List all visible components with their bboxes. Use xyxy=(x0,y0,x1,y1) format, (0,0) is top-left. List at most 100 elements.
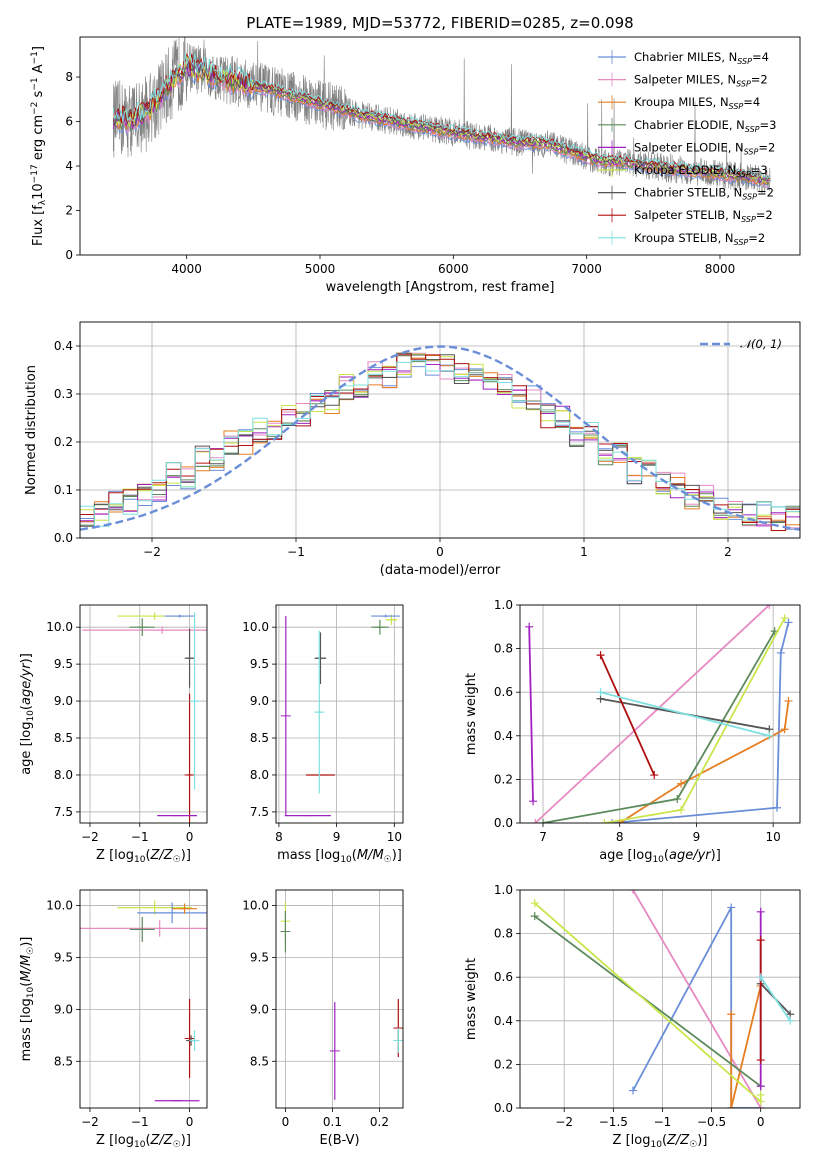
x-tick-label: −1 xyxy=(131,1115,149,1129)
massweight_vs_age-axes: 7 8 9 10 0.0 0.2 0.4 0.6 0.8 1.0 xyxy=(494,598,800,844)
residuals-axes: −2 −1 0 1 2 0.0 0.1 0.2 0.3 0.4 xyxy=(54,322,800,559)
spectrum-plot-area xyxy=(112,37,771,194)
age_vs_mass-frame xyxy=(275,604,404,824)
y-tick-label: 9.5 xyxy=(250,950,269,964)
residuals-frame xyxy=(79,321,801,539)
y-tick-label: 0.4 xyxy=(54,339,73,353)
x-tick-label: 0 xyxy=(186,1115,194,1129)
spectrum-legend: Chabrier MILES, NSSP=4 Salpeter MILES, NS… xyxy=(598,50,776,247)
x-tick-label: −2 xyxy=(81,830,99,844)
y-tick-label: 10.0 xyxy=(242,620,269,634)
y-tick-label: 0 xyxy=(65,248,73,262)
x-tick-label: −2 xyxy=(81,1115,99,1129)
y-tick-label: 8.5 xyxy=(250,1054,269,1068)
y-tick-label: 6 xyxy=(65,115,73,129)
legend-label: Kroupa STELIB, NSSP=2 xyxy=(634,231,765,247)
mass_vs_ebv-axes: 0 0.1 0.2 8.5 9.0 9.5 10.0 xyxy=(242,890,403,1129)
mass_vs_ebv-frame xyxy=(275,889,404,1109)
spectrum-frame xyxy=(79,36,801,256)
x-tick-label: 7 xyxy=(539,830,547,844)
y-tick-label: 8.0 xyxy=(54,768,73,782)
x-tick-label: 8 xyxy=(275,830,283,844)
figure-title: PLATE=1989, MJD=53772, FIBERID=0285, z=0… xyxy=(246,14,633,32)
massweight_vs_Z-frame xyxy=(519,889,801,1109)
age_vs_Z-xlabel: Z [log10(Z/Z☉)] xyxy=(96,848,191,865)
y-tick-label: 0.8 xyxy=(494,927,513,941)
model-line-kroupa-stelib xyxy=(112,52,770,180)
weight-marker xyxy=(530,912,539,921)
weight-marker xyxy=(531,819,540,823)
y-tick-label: 10.0 xyxy=(46,620,73,634)
mass_vs_Z-plot-area xyxy=(80,900,207,1102)
x-tick-label: 5000 xyxy=(305,262,336,276)
weight-line-kroupa-elodie xyxy=(534,902,762,1104)
massweight_vs_Z-plot-area xyxy=(530,890,795,1108)
x-tick-label: −1.5 xyxy=(599,1115,628,1129)
y-tick-label: 1.0 xyxy=(494,598,513,612)
y-tick-label: 0.6 xyxy=(494,970,513,984)
weight-marker xyxy=(765,605,774,609)
weight-marker xyxy=(756,907,765,916)
x-tick-label: −2 xyxy=(143,545,161,559)
weight-marker xyxy=(673,795,682,804)
weight-line-kroupa-stelib xyxy=(600,691,770,737)
weight-marker xyxy=(756,1056,765,1065)
weight-line-kroupa-miles xyxy=(730,985,762,1108)
mass_vs_ebv-plot-area xyxy=(280,902,403,1100)
weight-marker xyxy=(784,618,793,627)
weight-line-salpeter-miles xyxy=(534,605,770,823)
legend-label: Chabrier STELIB, NSSP=2 xyxy=(634,186,774,202)
y-tick-label: 0.0 xyxy=(494,1101,513,1115)
x-tick-label: 6000 xyxy=(438,262,469,276)
weight-marker xyxy=(539,819,548,823)
y-tick-label: 10.0 xyxy=(242,899,269,913)
weight-marker xyxy=(780,725,789,734)
y-tick-label: 0.8 xyxy=(494,642,513,656)
x-tick-label: −2 xyxy=(555,1115,573,1129)
y-tick-label: 8.5 xyxy=(54,731,73,745)
x-tick-label: 2 xyxy=(724,545,732,559)
massweight_vs_Z-axes: −2 −1.5 −1 −0.5 0 0.0 0.2 0.4 0.6 0.8 1.0 xyxy=(494,883,800,1129)
weight-marker xyxy=(756,1090,765,1099)
gaussian-curve xyxy=(80,345,800,531)
weight-marker xyxy=(608,819,617,823)
y-tick-label: 2 xyxy=(65,204,73,218)
observed-spectrum-line xyxy=(113,37,771,194)
y-tick-label: 9.0 xyxy=(54,1002,73,1016)
mass_vs_ebv-xlabel: E(B-V) xyxy=(319,1133,359,1148)
legend-label: Salpeter MILES, NSSP=2 xyxy=(634,73,768,89)
weight-marker xyxy=(529,797,538,806)
weight-line-chabrier-elodie xyxy=(542,630,776,823)
y-tick-label: 8.5 xyxy=(250,731,269,745)
weight-line-salpeter-stelib xyxy=(599,654,656,776)
spectrum-xlabel: wavelength [Angstrom, rest frame] xyxy=(326,280,555,295)
residuals-legend: 𝒩(0, 1) xyxy=(700,337,782,351)
massweight_vs_Z-ylabel: mass weight xyxy=(464,958,479,1040)
y-tick-label: 9.5 xyxy=(54,657,73,671)
weight-marker xyxy=(772,803,781,812)
age_vs_Z-frame xyxy=(79,604,208,824)
weight-marker xyxy=(600,819,609,823)
weight-marker xyxy=(677,805,686,814)
weight-marker xyxy=(677,779,686,788)
y-tick-label: 0.2 xyxy=(54,435,73,449)
x-tick-label: 10 xyxy=(766,830,781,844)
y-tick-label: 0.2 xyxy=(494,772,513,786)
y-tick-label: 10.0 xyxy=(46,899,73,913)
age_vs_mass-plot-area xyxy=(280,614,401,817)
x-tick-label: 7000 xyxy=(571,262,602,276)
weight-marker xyxy=(596,688,605,697)
weight-marker xyxy=(776,648,785,657)
massweight_vs_age-plot-area xyxy=(525,605,793,823)
histogram-salpeter-stelib xyxy=(80,354,800,531)
age_vs_Z-ylabel: age [log10(age/yr)] xyxy=(19,653,36,775)
y-tick-label: 9.5 xyxy=(54,950,73,964)
model-line-salpeter-miles xyxy=(112,62,770,188)
y-tick-label: 0.1 xyxy=(54,483,73,497)
y-tick-label: 9.5 xyxy=(250,657,269,671)
x-tick-label: 0 xyxy=(757,1115,765,1129)
y-tick-label: 0.0 xyxy=(54,531,73,545)
weight-line-salpeter-miles xyxy=(632,890,762,1108)
